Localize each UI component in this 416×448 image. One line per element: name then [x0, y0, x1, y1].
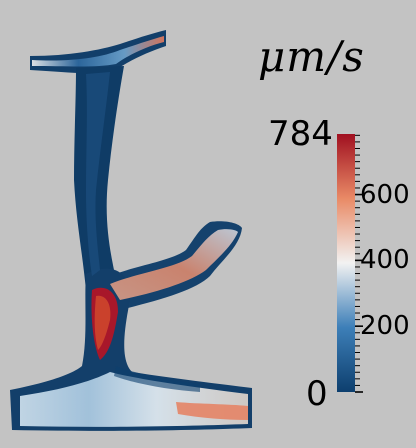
flow-field	[20, 36, 248, 427]
colorbar-tick-label-200: 200	[360, 311, 410, 341]
colorbar-tick-label-600: 600	[360, 180, 410, 210]
colorbar-max-label: 784	[268, 114, 333, 154]
colorbar-ticks	[355, 134, 363, 393]
colorbar	[337, 134, 363, 393]
vessel-body	[10, 30, 252, 431]
colorbar-tick-label-400: 400	[360, 245, 410, 275]
colorbar-unit-label: μm/s	[258, 32, 365, 81]
colorbar-gradient	[337, 134, 355, 392]
colorbar-min-label: 0	[306, 374, 328, 414]
